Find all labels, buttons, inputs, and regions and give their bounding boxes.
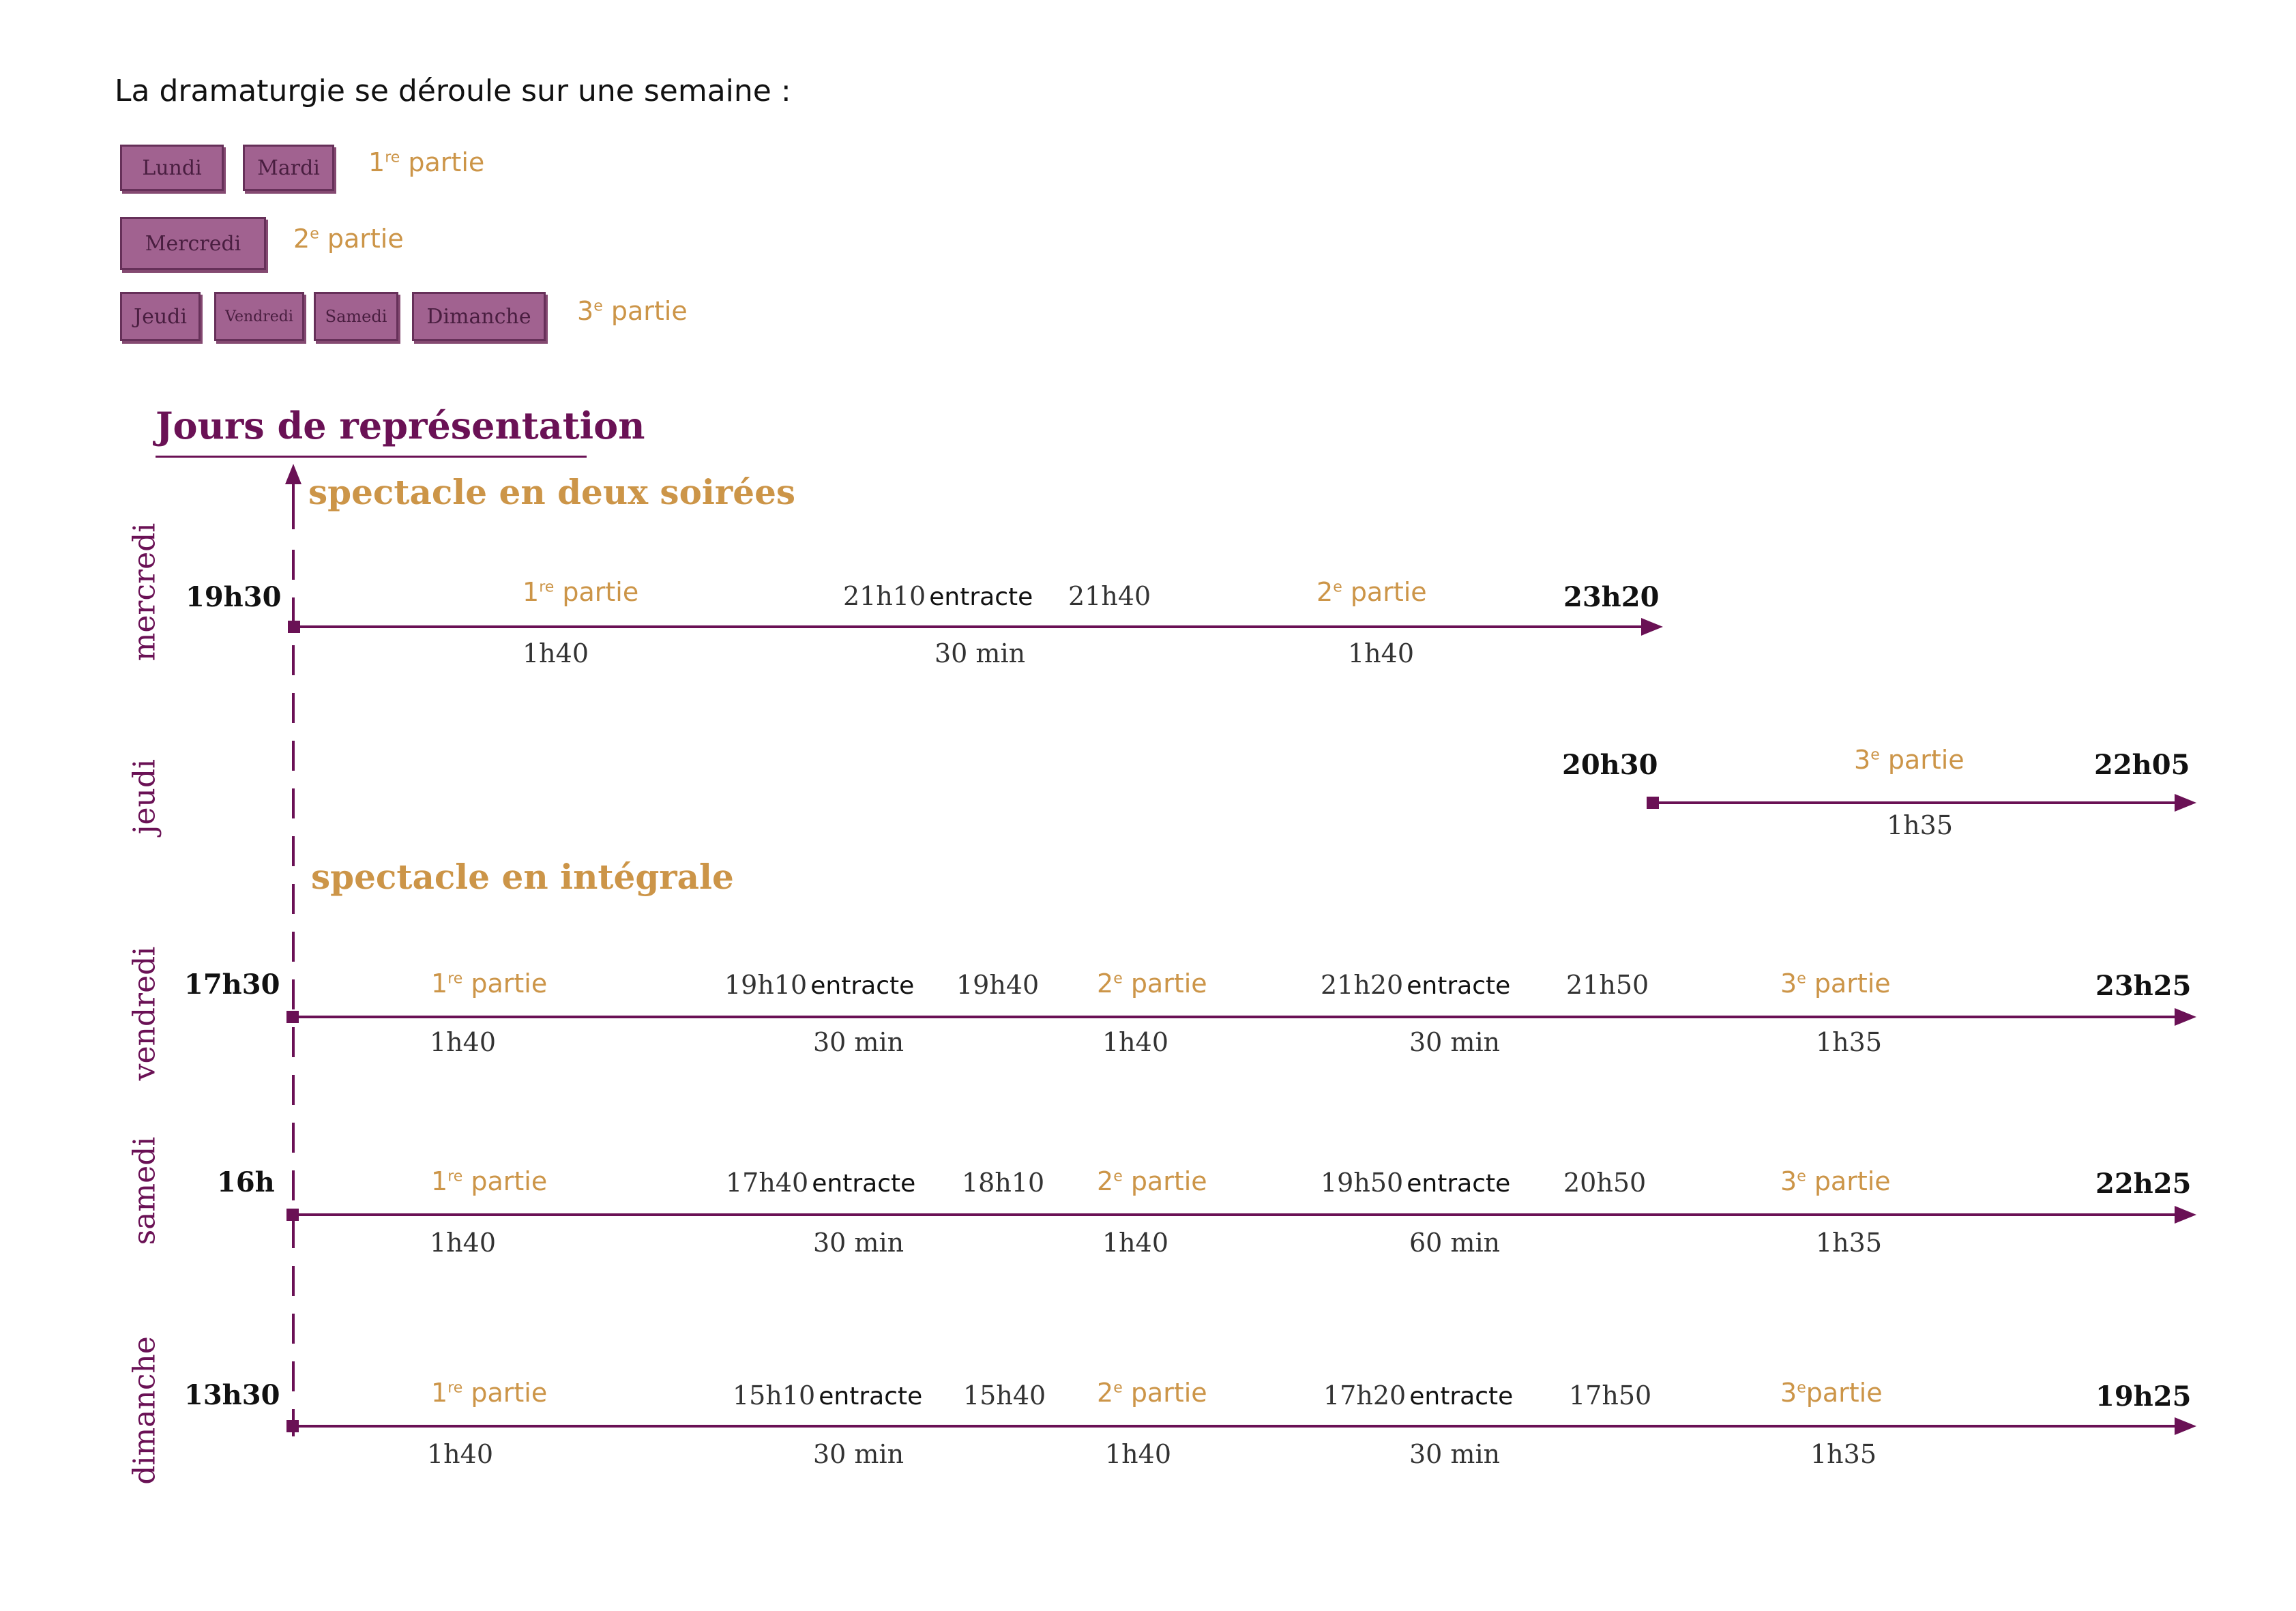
mercredi-part-2: 2e partie	[1316, 577, 1427, 607]
dimanche-part-3: 3epartie	[1780, 1378, 1883, 1408]
vendredi-duration-3: 1h40	[1102, 1027, 1169, 1057]
samedi-duration-5: 1h35	[1816, 1228, 1883, 1258]
samedi-resume-2: 20h50	[1563, 1168, 1647, 1198]
mercredi-resume-time: 21h40	[1068, 581, 1151, 611]
samedi-resume-1: 18h10	[962, 1168, 1045, 1198]
dimanche-duration-2: 30 min	[813, 1439, 904, 1469]
samedi-part-2: 2e partie	[1097, 1166, 1207, 1196]
samedi-entracte-2: 19h50 entracte	[1321, 1168, 1511, 1198]
jeudi-duration: 1h35	[1887, 810, 1954, 840]
day-box-vendredi: Vendredi	[214, 292, 304, 341]
heading-underline	[156, 456, 587, 458]
week-part-3: 3e partie	[577, 296, 688, 326]
day-box-samedi: Samedi	[314, 292, 398, 341]
jeudi-start-time: 20h30	[1562, 749, 1658, 781]
samedi-duration-3: 1h40	[1102, 1228, 1169, 1258]
day-label-dimanche: dimanche	[127, 1336, 162, 1485]
samedi-entracte-1: 17h40 entracte	[726, 1168, 916, 1198]
dimanche-duration-1: 1h40	[427, 1439, 494, 1469]
mercredi-part-1: 1re partie	[523, 577, 639, 607]
vendredi-duration-1: 1h40	[430, 1027, 497, 1057]
mercredi-arrow	[1641, 618, 1663, 636]
week-part-1: 1re partie	[368, 147, 485, 177]
dimanche-resume-2: 17h50	[1569, 1380, 1652, 1410]
dimanche-entracte-1: 15h10 entracte	[733, 1380, 923, 1410]
day-box-mardi: Mardi	[243, 145, 334, 191]
jeudi-arrow	[2175, 794, 2196, 812]
mercredi-entracte: 21h10 entracte	[843, 581, 1033, 611]
section-integral: spectacle en intégrale	[311, 857, 734, 897]
vendredi-part-3: 3e partie	[1780, 969, 1891, 999]
jeudi-end-time: 22h05	[2094, 749, 2190, 781]
vendredi-entracte-2: 21h20 entracte	[1321, 970, 1511, 1000]
mercredi-duration-3: 1h40	[1348, 638, 1415, 668]
vendredi-end-time: 23h25	[2095, 970, 2192, 1002]
vendredi-arrow	[2175, 1008, 2196, 1026]
jeudi-timeline	[1652, 801, 2177, 804]
day-box-jeudi: Jeudi	[120, 292, 201, 341]
day-box-dimanche: Dimanche	[412, 292, 546, 341]
day-box-mercredi: Mercredi	[120, 217, 266, 270]
day-label-vendredi: vendredi	[127, 946, 162, 1081]
samedi-end-time: 22h25	[2095, 1168, 2192, 1200]
samedi-timeline	[292, 1213, 2177, 1216]
samedi-duration-1: 1h40	[430, 1228, 497, 1258]
vendredi-resume-1: 19h40	[956, 970, 1040, 1000]
vendredi-timeline	[292, 1016, 2177, 1018]
mercredi-duration-2: 30 min	[934, 638, 1026, 668]
dimanche-entracte-2: 17h20 entracte	[1323, 1380, 1514, 1410]
section-two-evenings: spectacle en deux soirées	[308, 472, 796, 512]
vendredi-entracte-1: 19h10 entracte	[724, 970, 915, 1000]
vendredi-duration-5: 1h35	[1816, 1027, 1883, 1057]
mercredi-start-time: 19h30	[186, 581, 282, 613]
dimanche-duration-4: 30 min	[1409, 1439, 1501, 1469]
vendredi-start-time: 17h30	[184, 969, 280, 1001]
representation-heading: Jours de représentation	[156, 404, 645, 447]
dimanche-resume-1: 15h40	[963, 1380, 1046, 1410]
samedi-start-time: 16h	[217, 1166, 275, 1198]
dimanche-timeline	[292, 1425, 2177, 1428]
dimanche-duration-3: 1h40	[1105, 1439, 1172, 1469]
vendredi-part-1: 1re partie	[431, 969, 548, 999]
dimanche-end-time: 19h25	[2095, 1380, 2192, 1413]
samedi-duration-2: 30 min	[813, 1228, 904, 1258]
day-label-jeudi: jeudi	[127, 758, 162, 835]
dimanche-start-time: 13h30	[184, 1379, 280, 1411]
day-box-lundi: Lundi	[120, 145, 224, 191]
dimanche-part-2: 2e partie	[1097, 1378, 1207, 1408]
mercredi-timeline	[293, 625, 1644, 628]
vendredi-duration-2: 30 min	[813, 1027, 904, 1057]
jeudi-part-3: 3e partie	[1854, 745, 1964, 775]
vendredi-part-2: 2e partie	[1097, 969, 1207, 999]
samedi-duration-4: 60 min	[1409, 1228, 1501, 1258]
samedi-part-3: 3e partie	[1780, 1166, 1891, 1196]
day-label-samedi: samedi	[127, 1136, 162, 1245]
vendredi-duration-4: 30 min	[1409, 1027, 1501, 1057]
samedi-arrow	[2175, 1206, 2196, 1224]
dimanche-arrow	[2175, 1417, 2196, 1435]
week-part-2: 2e partie	[293, 224, 404, 254]
samedi-part-1: 1re partie	[431, 1166, 548, 1196]
vertical-axis	[285, 464, 301, 1436]
day-label-mercredi: mercredi	[127, 522, 162, 662]
mercredi-end-time: 23h20	[1563, 581, 1660, 613]
dimanche-duration-5: 1h35	[1810, 1439, 1877, 1469]
intro-text: La dramaturgie se déroule sur une semain…	[115, 74, 791, 108]
dimanche-part-1: 1re partie	[431, 1378, 548, 1408]
vendredi-resume-2: 21h50	[1566, 970, 1649, 1000]
mercredi-duration-1: 1h40	[523, 638, 589, 668]
